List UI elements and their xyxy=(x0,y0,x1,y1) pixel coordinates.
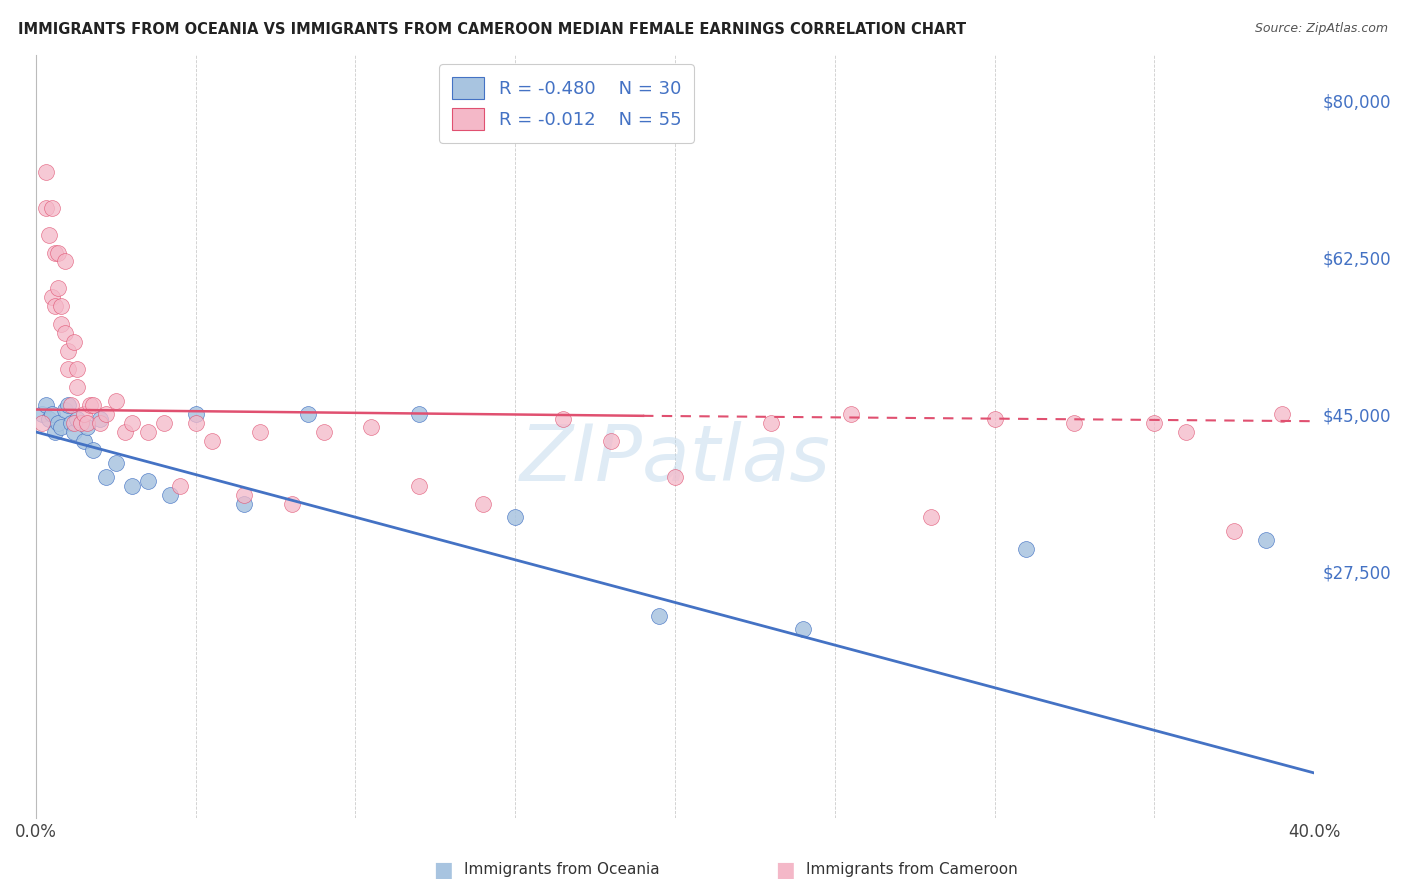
Point xyxy=(51,299,73,313)
Point xyxy=(89,411,111,425)
Point xyxy=(104,456,127,470)
Point xyxy=(34,165,56,179)
Point xyxy=(63,416,86,430)
Point xyxy=(31,416,53,430)
Point xyxy=(38,227,60,242)
Point xyxy=(60,416,83,430)
Point xyxy=(82,398,104,412)
Point xyxy=(983,411,1005,425)
Point xyxy=(1063,416,1085,430)
Point xyxy=(121,416,143,430)
Point xyxy=(63,425,86,439)
Point xyxy=(66,380,89,394)
Point xyxy=(1015,541,1038,556)
Point xyxy=(53,402,76,417)
Point xyxy=(63,335,86,350)
Point xyxy=(152,416,174,430)
Point xyxy=(136,475,159,489)
Point xyxy=(184,407,207,421)
Point xyxy=(46,281,69,295)
Point xyxy=(51,318,73,332)
Point xyxy=(56,362,79,376)
Text: Source: ZipAtlas.com: Source: ZipAtlas.com xyxy=(1254,22,1388,36)
Point xyxy=(408,479,430,493)
Point xyxy=(34,201,56,215)
Point xyxy=(51,420,73,434)
Point xyxy=(96,407,118,421)
Point xyxy=(41,201,63,215)
Point xyxy=(1175,425,1198,439)
Point xyxy=(53,326,76,341)
Point xyxy=(44,245,66,260)
Point xyxy=(73,407,96,421)
Point xyxy=(232,488,254,502)
Point xyxy=(56,398,79,412)
Point xyxy=(69,416,91,430)
Point xyxy=(79,398,101,412)
Point xyxy=(66,411,89,425)
Point xyxy=(280,497,302,511)
Point xyxy=(136,425,159,439)
Point xyxy=(46,245,69,260)
Point xyxy=(664,470,686,484)
Text: ■: ■ xyxy=(433,860,453,880)
Point xyxy=(121,479,143,493)
Point xyxy=(44,425,66,439)
Point xyxy=(232,497,254,511)
Text: Immigrants from Oceania: Immigrants from Oceania xyxy=(464,863,659,877)
Point xyxy=(360,420,382,434)
Point xyxy=(553,411,575,425)
Point xyxy=(104,393,127,408)
Point xyxy=(648,608,671,623)
Point xyxy=(96,470,118,484)
Point xyxy=(249,425,271,439)
Point xyxy=(1256,533,1278,547)
Point xyxy=(839,407,862,421)
Point xyxy=(82,442,104,457)
Point xyxy=(1223,524,1246,538)
Point xyxy=(169,479,191,493)
Point xyxy=(44,299,66,313)
Point xyxy=(38,411,60,425)
Text: IMMIGRANTS FROM OCEANIA VS IMMIGRANTS FROM CAMEROON MEDIAN FEMALE EARNINGS CORRE: IMMIGRANTS FROM OCEANIA VS IMMIGRANTS FR… xyxy=(18,22,966,37)
Point xyxy=(472,497,495,511)
Point xyxy=(66,362,89,376)
Point xyxy=(159,488,181,502)
Point xyxy=(56,344,79,359)
Point xyxy=(114,425,136,439)
Point xyxy=(759,416,782,430)
Point xyxy=(31,407,53,421)
Point xyxy=(1271,407,1294,421)
Point xyxy=(46,416,69,430)
Text: ■: ■ xyxy=(775,860,794,880)
Point xyxy=(201,434,224,448)
Point xyxy=(792,623,814,637)
Point xyxy=(600,434,623,448)
Point xyxy=(60,398,83,412)
Point xyxy=(920,510,942,524)
Point xyxy=(503,510,526,524)
Point xyxy=(297,407,319,421)
Point xyxy=(76,416,98,430)
Point xyxy=(41,290,63,304)
Text: Immigrants from Cameroon: Immigrants from Cameroon xyxy=(806,863,1018,877)
Point xyxy=(34,398,56,412)
Point xyxy=(89,416,111,430)
Legend: R = -0.480    N = 30, R = -0.012    N = 55: R = -0.480 N = 30, R = -0.012 N = 55 xyxy=(439,64,693,143)
Point xyxy=(312,425,335,439)
Point xyxy=(73,434,96,448)
Point xyxy=(184,416,207,430)
Point xyxy=(41,407,63,421)
Point xyxy=(76,420,98,434)
Point xyxy=(408,407,430,421)
Point xyxy=(1143,416,1166,430)
Text: ZIPatlas: ZIPatlas xyxy=(520,421,831,498)
Point xyxy=(53,254,76,268)
